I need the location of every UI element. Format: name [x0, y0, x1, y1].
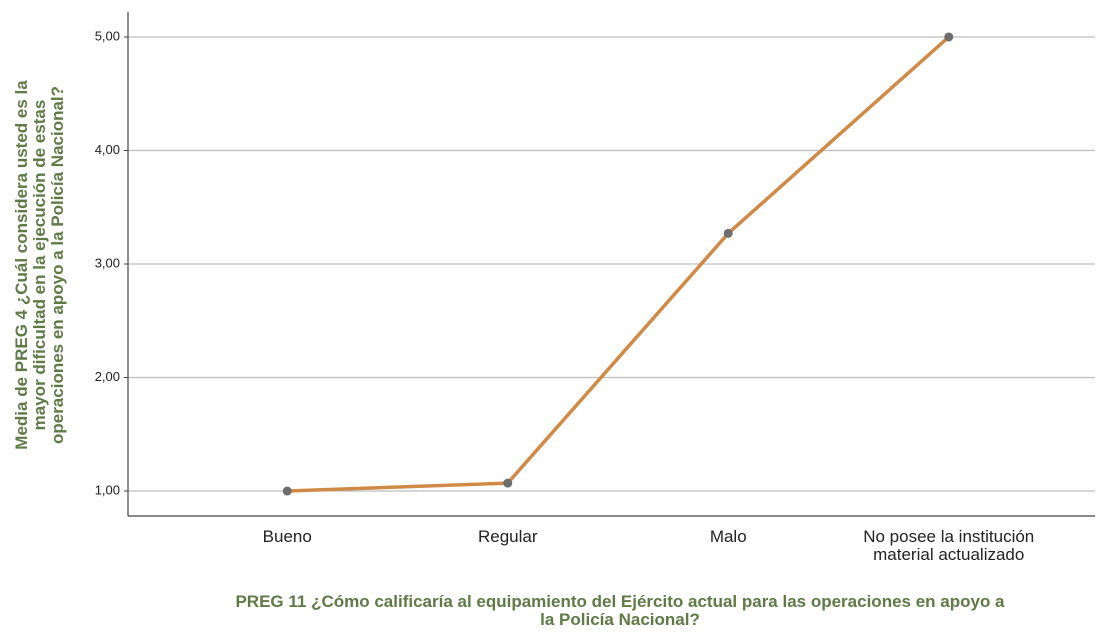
x-tick-label: Regular	[477, 527, 538, 546]
y-tick-label: 5,00	[95, 28, 120, 43]
y-tick-label: 3,00	[95, 255, 120, 270]
y-tick-label: 1,00	[95, 482, 120, 497]
line	[287, 35, 950, 493]
x-tick-label: Malo	[709, 527, 747, 546]
x-axis-title: PREG 11 ¿Cómo calificaría al equipamient…	[235, 592, 1005, 629]
marker	[503, 478, 513, 488]
marker	[282, 486, 292, 496]
y-tick-label: 4,00	[95, 142, 120, 157]
marker	[723, 228, 733, 238]
y-axis-title: Media de PREG 4 ¿Cuál considera usted es…	[12, 80, 67, 450]
x-tick-label: No posee la institución material actuali…	[863, 527, 1035, 564]
x-tick-label: Bueno	[262, 527, 312, 546]
marker	[944, 32, 954, 42]
y-tick-label: 2,00	[95, 369, 120, 384]
